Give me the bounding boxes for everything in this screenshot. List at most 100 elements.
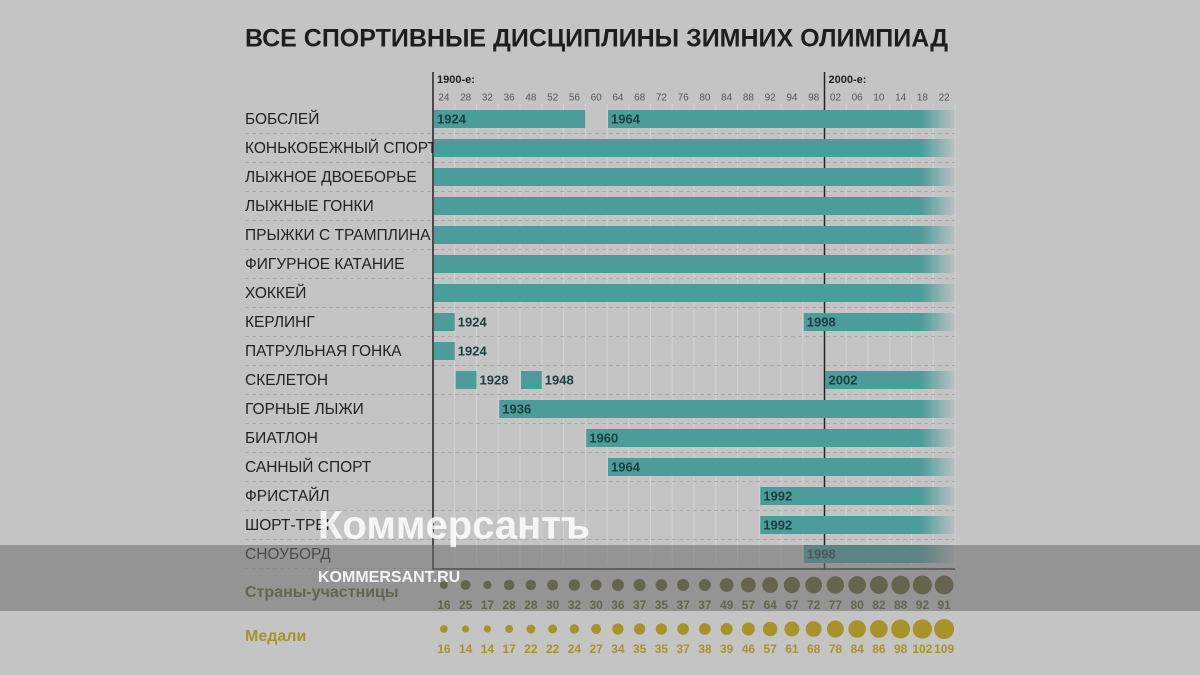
dot-value: 34 [611, 642, 625, 656]
dot [720, 623, 733, 635]
dot [912, 619, 933, 639]
dot [505, 625, 514, 633]
decade-label: 1900-е: [437, 74, 475, 86]
row-label: ПАТРУЛЬНАЯ ГОНКА [245, 343, 402, 360]
watermark-logo: Коммерсантъ [318, 504, 590, 548]
dot-value: 109 [934, 642, 954, 656]
timeline-bar [434, 110, 586, 128]
dot-value: 22 [524, 642, 538, 656]
dot-value: 39 [720, 642, 734, 656]
start-label: 1992 [763, 488, 792, 503]
dot-value: 84 [850, 642, 864, 656]
row-label: ЛЫЖНОЕ ДВОЕБОРЬЕ [245, 169, 417, 186]
x-tick-label: 24 [438, 93, 450, 104]
row-label: ФРИСТАЙЛ [245, 487, 330, 505]
dot-value: 102 [912, 642, 932, 656]
dot [526, 624, 536, 634]
dot-value: 57 [763, 642, 777, 656]
start-label: 1948 [545, 372, 574, 387]
dot-value: 14 [459, 642, 473, 656]
watermark-site: KOMMERSANT.RU [318, 569, 460, 586]
dot [698, 623, 711, 635]
row-label: БИАТЛОН [245, 430, 318, 447]
timeline-bar [521, 371, 542, 389]
timeline-bar [455, 371, 477, 389]
x-tick-label: 32 [482, 93, 494, 104]
row-label: КЕРЛИНГ [245, 314, 315, 331]
start-label: 1924 [458, 343, 488, 358]
start-label: 1964 [611, 459, 641, 474]
start-label: 1964 [611, 111, 641, 126]
dot [826, 620, 844, 638]
dot-value: 78 [829, 642, 843, 656]
dot [462, 625, 470, 633]
x-tick-label: 98 [808, 93, 820, 104]
dot [591, 624, 602, 634]
start-label: 2002 [829, 372, 858, 387]
start-label: 1924 [437, 111, 467, 126]
start-label: 1924 [458, 314, 488, 329]
dot-value: 35 [655, 642, 669, 656]
dot [633, 623, 646, 635]
dot [741, 622, 755, 636]
timeline-bar [760, 516, 955, 534]
x-tick-label: 52 [547, 93, 559, 104]
dot-value: 27 [589, 642, 603, 656]
x-tick-label: 80 [699, 93, 711, 104]
x-tick-label: 22 [939, 93, 951, 104]
dot [762, 621, 778, 637]
row-label: ФИГУРНОЕ КАТАНИЕ [245, 256, 405, 273]
chart-title: ВСЕ СПОРТИВНЫЕ ДИСЦИПЛИНЫ ЗИМНИХ ОЛИМПИА… [245, 25, 948, 53]
dot [869, 620, 888, 638]
dot-value: 61 [785, 642, 799, 656]
timeline-bar [608, 458, 955, 476]
timeline-bar [586, 429, 955, 447]
x-tick-label: 28 [460, 93, 472, 104]
row-label: СКЕЛЕТОН [245, 372, 328, 389]
x-tick-label: 18 [917, 93, 929, 104]
x-tick-label: 48 [525, 93, 537, 104]
dot-value: 35 [633, 642, 647, 656]
timeline-bar [608, 110, 955, 128]
dot-value: 86 [872, 642, 886, 656]
x-tick-label: 02 [830, 93, 842, 104]
dot [784, 621, 800, 637]
x-tick-label: 06 [852, 93, 864, 104]
x-tick-label: 92 [765, 93, 777, 104]
dot [848, 620, 866, 638]
dot-value: 38 [698, 642, 712, 656]
x-tick-label: 56 [569, 93, 581, 104]
timeline-bar [434, 226, 955, 244]
timeline-bar [803, 313, 955, 331]
start-label: 1928 [480, 372, 509, 387]
row-label: КОНЬКОБЕЖНЫЙ СПОРТ [245, 139, 437, 157]
x-tick-label: 36 [504, 93, 516, 104]
x-tick-label: 84 [721, 93, 733, 104]
timeline-bar [434, 342, 455, 360]
dot [655, 623, 668, 635]
dot [677, 623, 689, 635]
dot-value: 17 [502, 642, 516, 656]
timeline-bar [434, 284, 955, 302]
dot [440, 625, 448, 633]
x-tick-label: 88 [743, 93, 755, 104]
x-tick-label: 76 [678, 93, 690, 104]
timeline-bar [434, 255, 955, 273]
x-tick-label: 60 [591, 93, 603, 104]
timeline-bar [434, 313, 455, 331]
x-tick-label: 68 [634, 93, 646, 104]
timeline-bar [760, 487, 955, 505]
row-label: ХОККЕЙ [245, 284, 306, 302]
dot [569, 624, 580, 634]
row-label: БОБСЛЕЙ [245, 110, 319, 128]
x-tick-label: 64 [612, 93, 624, 104]
row-label: ЛЫЖНЫЕ ГОНКИ [245, 198, 374, 215]
decade-label: 2000-е: [829, 74, 867, 86]
dot-value: 46 [742, 642, 756, 656]
x-tick-label: 14 [895, 93, 907, 104]
timeline-bar [434, 139, 955, 157]
start-label: 1992 [763, 517, 792, 532]
row-label: САННЫЙ СПОРТ [245, 458, 372, 476]
